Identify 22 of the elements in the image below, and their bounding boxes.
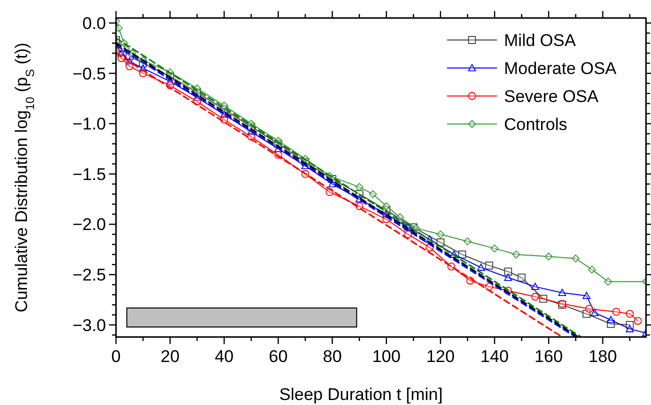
legend-label: Mild OSA	[504, 30, 576, 50]
x-tick-label: 120	[426, 347, 455, 366]
x-tick-label: 0	[111, 347, 121, 366]
x-tick-label: 100	[372, 347, 401, 366]
y-tick-label: −2.0	[72, 215, 106, 234]
x-tick-label: 160	[534, 347, 563, 366]
y-tick-label: −1.0	[72, 114, 106, 134]
x-axis-title: Sleep Duration t [min]	[279, 385, 443, 404]
legend-label: Controls	[504, 114, 568, 134]
x-tick-label: 20	[160, 347, 180, 366]
x-tick-label: 180	[588, 347, 617, 366]
x-tick-label: 140	[480, 347, 509, 366]
x-tick-label: 60	[268, 347, 288, 366]
legend-label: Moderate OSA	[504, 58, 618, 78]
x-tick-label: 80	[322, 347, 342, 366]
legend-label: Severe OSA	[504, 86, 600, 106]
y-tick-label: 0.0	[82, 14, 106, 33]
x-tick-label: 40	[214, 347, 234, 366]
y-tick-label: −2.5	[72, 266, 106, 285]
y-tick-label: −1.5	[72, 164, 106, 184]
y-tick-label: −0.5	[72, 64, 106, 84]
y-tick-label: −3.0	[72, 316, 106, 335]
